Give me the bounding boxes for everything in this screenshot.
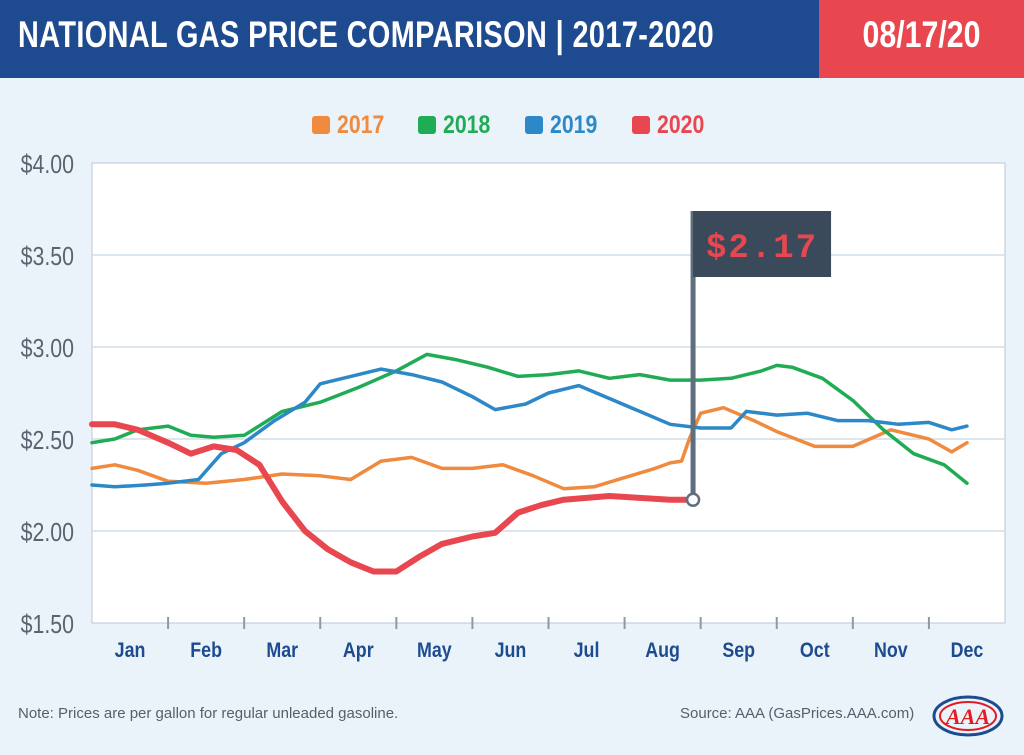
legend-label: 2020 bbox=[656, 110, 704, 139]
date-box: 08/17/20 bbox=[819, 0, 1024, 78]
x-tick-label: May bbox=[417, 639, 452, 663]
series-line-2017 bbox=[90, 405, 969, 491]
legend-swatch bbox=[525, 116, 543, 134]
price-flag-annotation: $2.17 bbox=[685, 211, 832, 507]
x-tick-label: Sep bbox=[722, 639, 755, 663]
chart-legend: 2017 2018 2019 2020 bbox=[0, 110, 1024, 140]
header-bar: NATIONAL GAS PRICE COMPARISON | 2017-202… bbox=[0, 0, 1024, 78]
y-tick-label: $3.50 bbox=[21, 242, 74, 272]
legend-item-2018: 2018 bbox=[418, 110, 499, 140]
y-tick-label: $2.50 bbox=[21, 426, 74, 456]
x-tick-label: Mar bbox=[266, 639, 298, 663]
aaa-logo: AAA bbox=[932, 695, 1004, 737]
x-tick-label: Oct bbox=[800, 639, 830, 663]
legend-item-2019: 2019 bbox=[525, 110, 606, 140]
gas-price-chart: $4.00 $3.50 $3.00 $2.50 $2.00 $1.50 Jan Feb Mar… bbox=[21, 150, 1006, 663]
flag-price-label: $2.17 bbox=[706, 230, 818, 268]
source-link[interactable]: Source: AAA (GasPrices.AAA.com) bbox=[680, 705, 915, 722]
y-tick-label: $2.00 bbox=[21, 518, 74, 548]
legend-item-2020: 2020 bbox=[631, 110, 713, 140]
y-axis-ticks: $4.00 $3.50 $3.00 $2.50 $2.00 $1.50 bbox=[21, 150, 74, 640]
footer-note: Note: Prices are per gallon for regular … bbox=[18, 705, 399, 722]
x-tick-label: Nov bbox=[874, 639, 908, 663]
legend-swatch bbox=[418, 116, 437, 134]
legend-label: 2019 bbox=[550, 110, 598, 139]
x-tick-label: Aug bbox=[645, 639, 680, 663]
x-tick-label: Jun bbox=[495, 639, 527, 663]
series-line-2018 bbox=[90, 352, 969, 485]
x-tick-label: Jan bbox=[115, 639, 146, 663]
x-axis-ticks: Jan Feb Mar Apr May Jun Jul Aug Sep Oct Nov Dec bbox=[115, 617, 984, 663]
page-title: NATIONAL GAS PRICE COMPARISON | 2017-202… bbox=[18, 14, 715, 55]
y-tick-label: $4.00 bbox=[21, 150, 74, 180]
y-tick-label: $3.00 bbox=[21, 334, 74, 364]
flag-panel bbox=[693, 211, 832, 277]
legend-label: 2017 bbox=[336, 110, 385, 139]
x-tick-label: Dec bbox=[951, 639, 984, 663]
legend-swatch bbox=[311, 116, 330, 134]
legend-swatch bbox=[631, 116, 650, 134]
y-tick-label: $1.50 bbox=[21, 610, 74, 640]
svg-text:AAA: AAA bbox=[944, 704, 990, 729]
legend-item-2017: 2017 bbox=[311, 110, 393, 140]
x-tick-label: Jul bbox=[574, 639, 600, 663]
series-lines bbox=[89, 352, 969, 575]
report-date: 08/17/20 bbox=[862, 14, 981, 55]
flag-point bbox=[685, 492, 701, 507]
series-line-2020 bbox=[89, 421, 697, 575]
x-tick-label: Feb bbox=[190, 639, 222, 663]
x-tick-label: Apr bbox=[343, 639, 374, 663]
legend-label: 2018 bbox=[443, 110, 491, 139]
gridlines bbox=[92, 254, 1005, 532]
